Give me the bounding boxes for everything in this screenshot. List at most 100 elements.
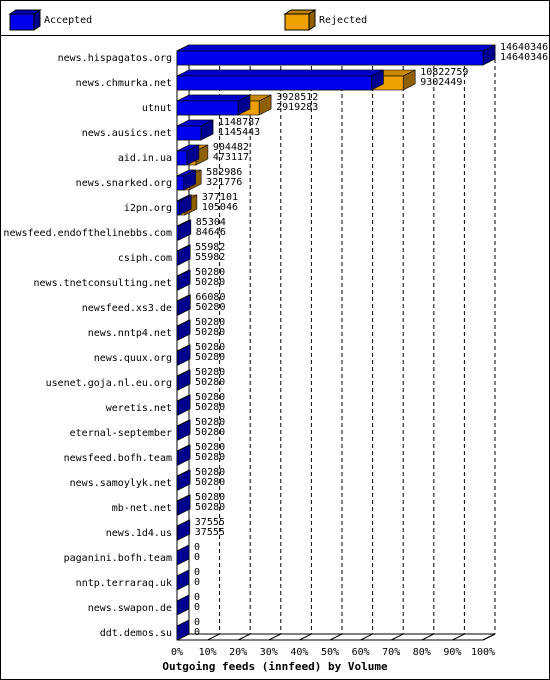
value-label: 321776: [206, 177, 242, 188]
category-label: eternal-september: [70, 428, 172, 439]
value-label: 55982: [195, 252, 225, 263]
bar: [176, 619, 190, 641]
legend-label: Rejected: [319, 15, 367, 26]
value-label: 50280: [195, 302, 225, 313]
value-label: 14640346: [500, 52, 548, 63]
x-tick: [207, 633, 220, 641]
value-label: 50280: [195, 452, 225, 463]
value-label: 473117: [213, 152, 249, 163]
x-tick: [390, 633, 404, 641]
bar: [176, 419, 191, 441]
bar: [176, 44, 496, 66]
value-label: 50280: [195, 327, 225, 338]
legend-swatch: [284, 13, 310, 31]
x-tick: [299, 633, 312, 641]
category-label: news.ausics.net: [82, 128, 172, 139]
x-tick-label: 50%: [321, 647, 339, 658]
value-label: 66080: [195, 292, 225, 303]
x-tick: [268, 633, 282, 641]
bar: [176, 494, 191, 516]
category-label: news.swapon.de: [88, 603, 172, 614]
bar-front: [176, 50, 484, 66]
value-label: 14640346: [500, 42, 548, 53]
x-tick-label: 0%: [171, 647, 183, 658]
bar-front: [176, 275, 179, 291]
value-label: 0: [194, 602, 200, 613]
bar: [176, 394, 191, 416]
bar: [176, 544, 190, 566]
x-tick-label: 90%: [443, 647, 461, 658]
bar-front: [176, 325, 179, 341]
legend-item: Accepted: [8, 9, 92, 31]
category-label: ddt.demos.su: [100, 628, 172, 639]
value-label: 0: [194, 552, 200, 563]
legend-swatch: [9, 13, 35, 31]
value-label: 50280: [195, 402, 225, 413]
value-label: 50280: [195, 467, 225, 478]
value-label: 0: [194, 542, 200, 553]
bar: [176, 269, 191, 291]
bar: [176, 294, 191, 316]
bar: [176, 144, 200, 166]
category-label: news.tnetconsulting.net: [34, 278, 172, 289]
bar-front: [176, 475, 179, 491]
value-label: 50280: [195, 492, 225, 503]
bar: [176, 319, 191, 341]
bar: [176, 519, 191, 541]
x-tick: [329, 633, 343, 641]
bar-front: [176, 125, 202, 141]
category-label: news.hispagatos.org: [58, 53, 172, 64]
value-label: 50280: [195, 502, 225, 513]
category-label: newsfeed.endofthelinebbs.com: [3, 228, 172, 239]
bar: [176, 94, 251, 116]
value-label: 0: [194, 627, 200, 638]
value-label: 0: [194, 617, 200, 628]
value-label: 50280: [195, 277, 225, 288]
bar-front: [176, 450, 179, 466]
category-label: paganini.bofh.team: [64, 553, 172, 564]
bar-front: [176, 400, 179, 416]
legend-swatch-side: [308, 9, 316, 31]
value-label: 0: [194, 592, 200, 603]
bar-front: [176, 225, 180, 241]
category-label: news.quux.org: [94, 353, 172, 364]
value-label: 50280: [195, 317, 225, 328]
category-label: i2pn.org: [124, 203, 172, 214]
bar: [176, 469, 191, 491]
value-label: 50280: [195, 427, 225, 438]
value-label: 50280: [195, 367, 225, 378]
bar: [176, 569, 190, 591]
bar-top: [176, 44, 496, 52]
bar-front: [176, 350, 179, 366]
bar-top: [176, 69, 384, 77]
bar-side: [176, 619, 190, 641]
bar-side: [176, 569, 190, 591]
value-label: 50280: [195, 477, 225, 488]
bar: [176, 194, 192, 216]
value-label: 1148787: [218, 117, 260, 128]
x-tick: [421, 633, 435, 641]
bar-front: [176, 250, 179, 266]
value-label: 105046: [202, 202, 238, 213]
x-tick-label: 100%: [471, 647, 495, 658]
value-label: 582986: [206, 167, 242, 178]
value-label: 3928512: [276, 92, 318, 103]
x-tick-label: 60%: [352, 647, 370, 658]
value-label: 50280: [195, 267, 225, 278]
value-label: 50280: [195, 442, 225, 453]
value-label: 37555: [195, 517, 225, 528]
category-label: usenet.goja.nl.eu.org: [46, 378, 172, 389]
category-label: news.1d4.us: [106, 528, 172, 539]
value-label: 50280: [195, 342, 225, 353]
x-tick: [452, 633, 465, 641]
bar-front: [176, 150, 188, 166]
value-label: 55982: [195, 242, 225, 253]
bar-front: [176, 375, 179, 391]
x-tick: [482, 633, 496, 641]
category-label: weretis.net: [106, 403, 172, 414]
x-tick-label: 40%: [290, 647, 308, 658]
bar-front: [176, 75, 372, 91]
value-label: 2919283: [276, 102, 318, 113]
